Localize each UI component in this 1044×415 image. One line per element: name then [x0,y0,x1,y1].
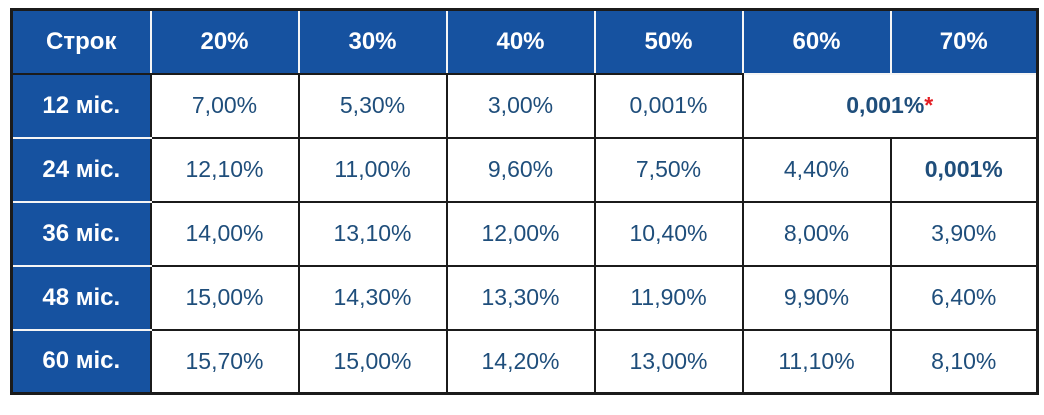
rate-cell: 15,00% [149,264,300,331]
table-row-24m: 24 міс. 12,10% 11,00% 9,60% 7,50% 4,40% … [10,136,1039,203]
column-header-20: 20% [149,8,300,75]
column-header-70: 70% [889,8,1039,75]
rate-cell: 7,50% [593,136,744,203]
column-header-30: 30% [297,8,448,75]
table-row-36m: 36 міс. 14,00% 13,10% 12,00% 10,40% 8,00… [10,200,1039,267]
rate-cell: 3,90% [889,200,1039,267]
rate-cell: 9,60% [445,136,596,203]
footnote-asterisk: * [924,92,934,118]
rate-cell: 11,00% [297,136,448,203]
rate-cell: 8,10% [889,328,1039,395]
rate-cell: 14,20% [445,328,596,395]
rate-cell: 11,10% [741,328,892,395]
header-row: Строк 20% 30% 40% 50% 60% 70% [10,8,1039,75]
rate-cell: 15,70% [149,328,300,395]
table-row-60m: 60 міс. 15,70% 15,00% 14,20% 13,00% 11,1… [10,328,1039,395]
row-label-24m: 24 міс. [10,136,152,203]
column-header-50: 50% [593,8,744,75]
row-label-12m: 12 міс. [10,72,152,139]
rate-cell: 15,00% [297,328,448,395]
rate-cell: 12,00% [445,200,596,267]
rate-cell: 0,001% [889,136,1039,203]
rate-cell: 10,40% [593,200,744,267]
rate-cell: 13,10% [297,200,448,267]
rate-cell: 14,00% [149,200,300,267]
column-header-60: 60% [741,8,892,75]
rate-cell: 13,30% [445,264,596,331]
merged-rate-value: 0,001% [846,92,925,118]
row-label-60m: 60 міс. [10,328,152,395]
table-row-48m: 48 міс. 15,00% 14,30% 13,30% 11,90% 9,90… [10,264,1039,331]
row-label-36m: 36 міс. [10,200,152,267]
column-header-40: 40% [445,8,596,75]
rate-cell: 11,90% [593,264,744,331]
merged-rate-cell: 0,001%* [741,72,1039,139]
rate-cell: 5,30% [297,72,448,139]
row-label-48m: 48 міс. [10,264,152,331]
rate-cell: 14,30% [297,264,448,331]
rate-cell: 6,40% [889,264,1039,331]
page: Строк 20% 30% 40% 50% 60% 70% 12 міс. 7,… [10,8,1039,395]
rate-cell: 4,40% [741,136,892,203]
table-row-12m: 12 міс. 7,00% 5,30% 3,00% 0,001% 0,001%* [10,72,1039,139]
rate-cell: 13,00% [593,328,744,395]
rate-cell: 3,00% [445,72,596,139]
rate-cell: 12,10% [149,136,300,203]
corner-header-term: Строк [10,8,152,75]
rate-cell: 9,90% [741,264,892,331]
rate-cell: 8,00% [741,200,892,267]
interest-rate-table: Строк 20% 30% 40% 50% 60% 70% 12 міс. 7,… [10,8,1039,395]
rate-cell: 0,001% [593,72,744,139]
rate-cell: 7,00% [149,72,300,139]
